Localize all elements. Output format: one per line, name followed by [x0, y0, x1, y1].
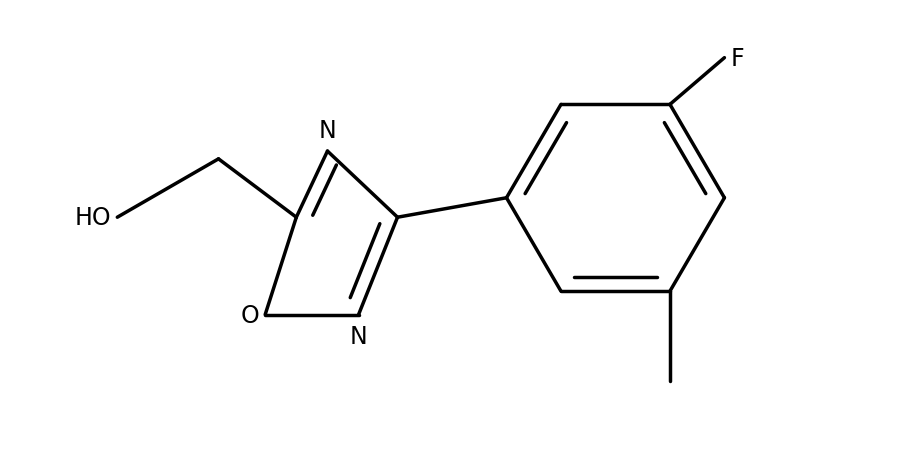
Text: HO: HO — [74, 206, 111, 230]
Text: N: N — [318, 119, 336, 143]
Text: O: O — [240, 303, 258, 327]
Text: F: F — [730, 46, 743, 70]
Text: N: N — [349, 324, 367, 348]
